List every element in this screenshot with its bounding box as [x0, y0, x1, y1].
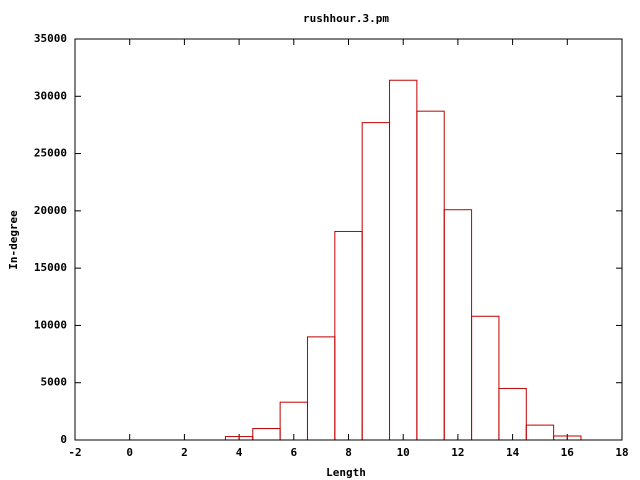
plot-frame — [74, 38, 623, 441]
x-tick-label: 10 — [397, 446, 410, 459]
chart-title: rushhour.3.pm — [303, 12, 389, 25]
y-tick-label: 10000 — [34, 318, 67, 331]
x-tick-label: 18 — [615, 446, 628, 459]
x-tick-label: 12 — [451, 446, 464, 459]
x-tick-label: 0 — [126, 446, 133, 459]
y-axis-label: In-degree — [7, 210, 20, 270]
y-tick-label: 30000 — [34, 89, 67, 102]
y-tick-label: 5000 — [41, 376, 68, 389]
x-tick-label: 6 — [290, 446, 297, 459]
x-axis-label: Length — [326, 466, 366, 479]
x-tick-label: 2 — [181, 446, 188, 459]
y-tick-label: 20000 — [34, 204, 67, 217]
y-tick-label: 35000 — [34, 32, 67, 45]
x-tick-label: -2 — [68, 446, 81, 459]
x-tick-label: 16 — [561, 446, 575, 459]
y-tick-label: 0 — [60, 433, 67, 446]
y-tick-label: 25000 — [34, 147, 67, 160]
x-tick-label: 8 — [345, 446, 352, 459]
x-tick-label: 4 — [236, 446, 243, 459]
y-tick-label: 15000 — [34, 261, 67, 274]
x-tick-label: 14 — [506, 446, 520, 459]
